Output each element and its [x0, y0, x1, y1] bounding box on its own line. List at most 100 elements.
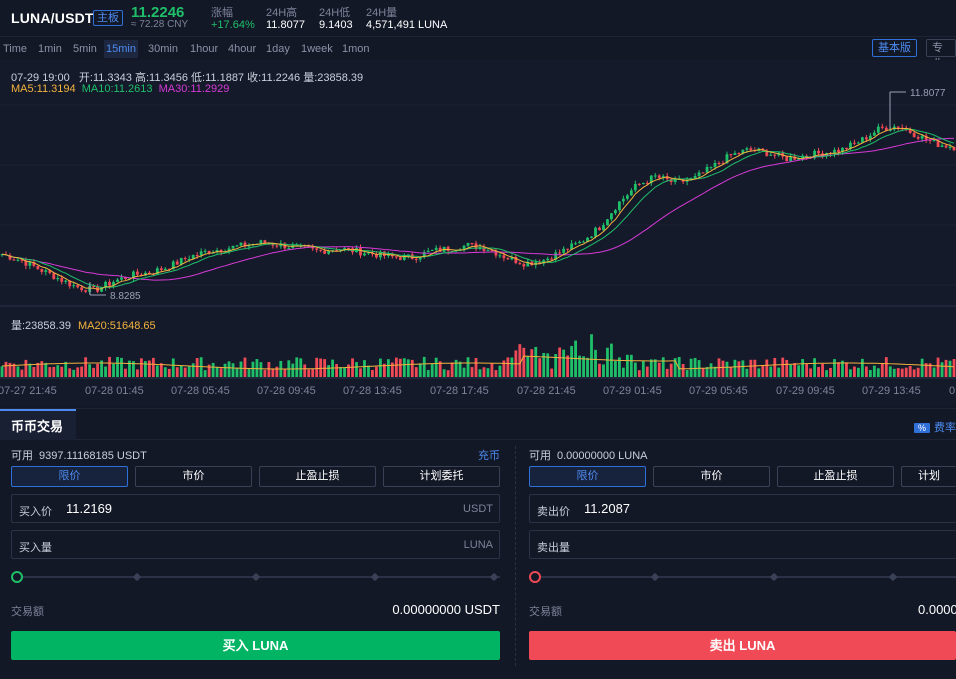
volume-bar [375, 366, 378, 377]
sell-price-input[interactable] [584, 501, 884, 516]
pair-title[interactable]: LUNA/USDT [11, 10, 94, 26]
candle-body [159, 268, 163, 271]
volume-bar [167, 368, 171, 377]
volume-bar [916, 367, 920, 377]
volume-bar [932, 367, 936, 377]
fee-link[interactable]: % 费率 [913, 419, 956, 435]
kline-chart[interactable]: 11.8077 8.8285 07-27 21:45 07-28 01:45 07-28… [0, 60, 956, 405]
volume-bar [829, 367, 832, 377]
slider-knob[interactable] [11, 571, 23, 583]
buy-price-field[interactable]: 买入价 USDT [11, 494, 500, 523]
slider-tick[interactable] [132, 572, 142, 582]
volume-bar [677, 357, 681, 377]
order-type-stop[interactable]: 止盈止损 [259, 466, 376, 487]
candle-body [606, 219, 609, 226]
sell-button[interactable]: 卖出 LUNA [529, 631, 956, 660]
candle-body [100, 287, 103, 292]
volume-bar [48, 367, 52, 377]
slider-knob[interactable] [529, 571, 541, 583]
candle-body [717, 162, 721, 164]
buy-button[interactable]: 买入 LUNA [11, 631, 500, 660]
volume-bar [781, 357, 785, 377]
slider-tick[interactable] [370, 572, 380, 582]
candle-body [195, 255, 199, 257]
candle-body [343, 247, 346, 250]
buy-amount-field[interactable]: 买入量 LUNA [11, 530, 500, 559]
order-type-limit[interactable]: 限价 [529, 466, 646, 487]
tf-time[interactable]: Time [3, 43, 28, 55]
candle-body [379, 251, 382, 258]
volume-bar [713, 366, 717, 377]
volume-bar [243, 357, 247, 377]
tf-5min[interactable]: 5min [73, 43, 97, 55]
ohlc-low: 低:11.1887 [191, 72, 245, 84]
order-type-limit[interactable]: 限价 [11, 466, 128, 487]
slider-tick[interactable] [650, 572, 660, 582]
volume-bar [128, 360, 131, 377]
order-type-plan[interactable]: 计划 [901, 466, 956, 487]
slider-tick[interactable] [489, 572, 499, 582]
candle-body [227, 248, 231, 252]
order-type-plan[interactable]: 计划委托 [383, 466, 500, 487]
slider-tick[interactable] [251, 572, 261, 582]
volume-bar [418, 363, 422, 377]
candle-body [438, 247, 442, 252]
tf-4hour[interactable]: 4hour [228, 43, 257, 55]
candle-body [653, 175, 657, 177]
volume-bar [737, 361, 741, 377]
tf-1day[interactable]: 1day [266, 43, 290, 55]
volume-bar [733, 359, 737, 377]
slider-tick[interactable] [888, 572, 898, 582]
volume-bar [56, 365, 60, 377]
volume-bar [207, 364, 211, 377]
deposit-link[interactable]: 充币 [478, 450, 500, 462]
volume-bar [132, 361, 135, 377]
tf-15min[interactable]: 15min [104, 40, 138, 58]
tf-1min[interactable]: 1min [38, 43, 62, 55]
volume-bar [430, 364, 434, 377]
volume-bar [8, 362, 12, 377]
volume-bar [28, 363, 32, 377]
order-type-market[interactable]: 市价 [653, 466, 770, 487]
volume-bar [275, 366, 279, 377]
buy-available: 可用 9397.11168185 USDT [11, 447, 147, 463]
pro-version-button[interactable]: 专业 [926, 39, 956, 70]
candle-body [853, 142, 856, 144]
order-type-stop[interactable]: 止盈止损 [777, 466, 894, 487]
candle-body [546, 258, 550, 261]
candle-body [498, 255, 502, 257]
tf-1mon[interactable]: 1mon [342, 43, 370, 55]
buy-price-input[interactable] [66, 501, 366, 516]
volume-bar [68, 368, 72, 377]
slider-tick[interactable] [769, 572, 779, 582]
candle-body [402, 255, 406, 260]
tf-30min[interactable]: 30min [148, 43, 178, 55]
buy-amount-input[interactable] [66, 537, 366, 552]
candle-body [375, 254, 378, 258]
chart-canvas[interactable]: 11.8077 8.8285 07-27 21:45 07-28 01:45 07-28… [0, 60, 956, 405]
cny-price: ≈ 72.28 CNY [131, 19, 189, 30]
volume-ma-line [1, 355, 955, 370]
candle-body [737, 153, 741, 155]
sell-amount-input[interactable] [584, 537, 884, 552]
candle-body [749, 148, 753, 151]
sell-amount-field[interactable]: 卖出量 [529, 530, 956, 559]
volume-bar [558, 347, 562, 377]
sell-amount-label: 卖出量 [537, 542, 570, 554]
tf-1hour[interactable]: 1hour [190, 43, 219, 55]
candle-body [72, 285, 76, 287]
sell-percent-slider[interactable] [529, 571, 956, 583]
tf-1week[interactable]: 1week [301, 43, 333, 55]
buy-percent-slider[interactable] [11, 571, 500, 583]
slider-track[interactable] [535, 576, 956, 578]
order-type-market[interactable]: 市价 [135, 466, 252, 487]
candle-body [239, 242, 243, 246]
candle-body [709, 166, 713, 168]
candle-body [518, 262, 522, 265]
volume-bar [359, 368, 362, 377]
sell-price-field[interactable]: 卖出价 [529, 494, 956, 523]
candle-body [48, 270, 52, 274]
tab-spot-trade[interactable]: 币币交易 [0, 409, 76, 441]
basic-version-button[interactable]: 基本版 [872, 39, 917, 57]
available-label: 可用 [529, 450, 551, 462]
